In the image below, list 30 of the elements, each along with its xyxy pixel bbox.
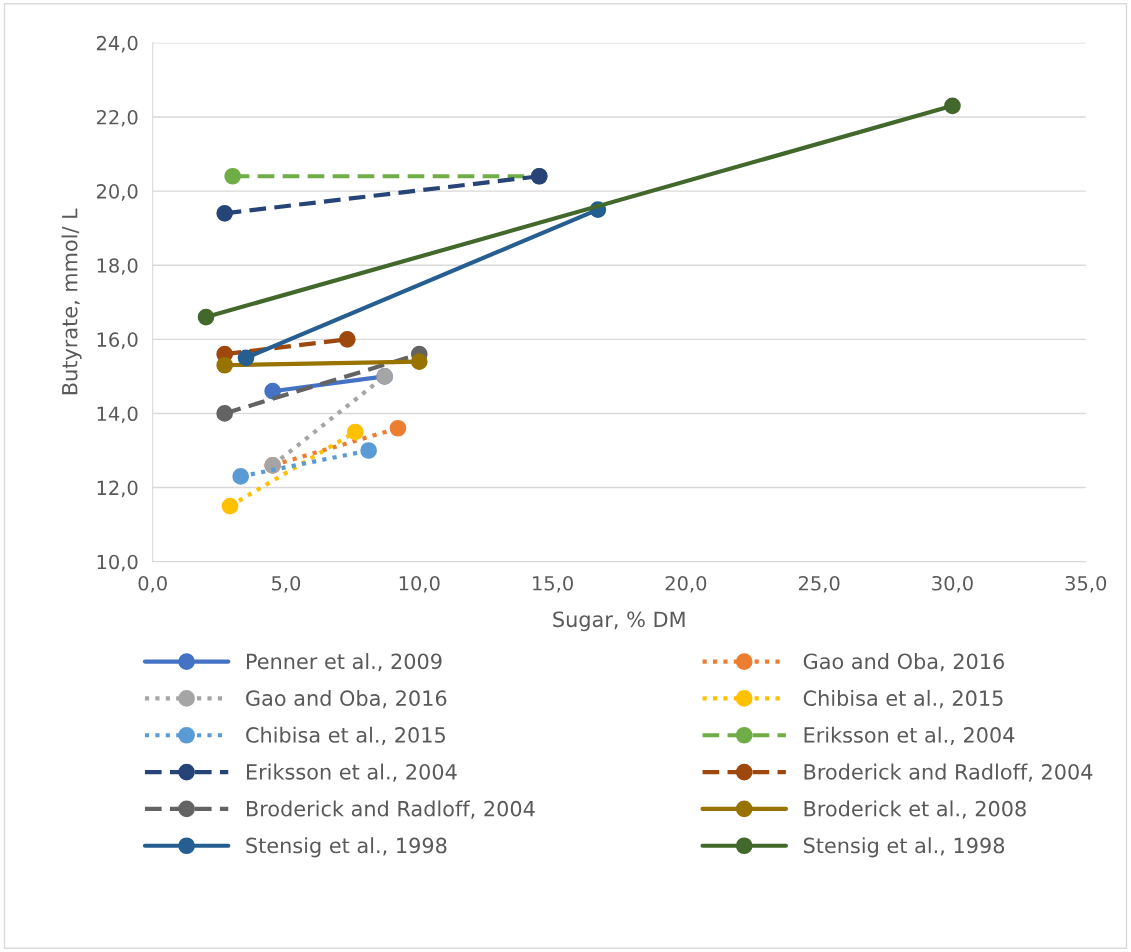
legend-label: Gao and Oba, 2016	[803, 653, 1004, 672]
x-axis-title: Sugar, % DM	[553, 611, 685, 632]
y-axis-title: Butyrate, mmol/ L	[61, 208, 82, 395]
legend-label: Broderick and Radloff, 2004	[246, 800, 535, 819]
legend-label: Gao and Oba, 2016	[246, 689, 447, 709]
legend-label: Broderick and Radloff, 2004	[804, 763, 1093, 782]
x-tick-label: 30,0	[932, 575, 973, 593]
y-tick-label: 24,0	[96, 35, 138, 53]
x-tick-label: 15,0	[533, 575, 573, 593]
y-tick-label: 12,0	[97, 480, 138, 498]
legend-label: Chibisa et al., 2015	[803, 689, 1003, 709]
legend-label: Stensig et al., 1998	[246, 837, 447, 858]
y-tick-label: 20,0	[96, 184, 138, 201]
y-tick-label: 22,0	[96, 109, 138, 127]
legend-label: Eriksson et al., 2004	[804, 726, 1015, 745]
x-tick-label: 5,0	[272, 575, 301, 593]
legend-label: Eriksson et al., 2004	[246, 763, 457, 782]
x-tick-label: 20,0	[665, 575, 707, 593]
y-tick-label: 18,0	[97, 258, 138, 275]
x-tick-label: 0,0	[138, 575, 167, 593]
x-tick-label: 10,0	[399, 575, 440, 593]
y-tick-label: 16,0	[97, 332, 138, 349]
legend-label: Broderick et al., 2008	[804, 800, 1026, 819]
x-tick-label: 25,0	[798, 575, 840, 593]
legend-label: Penner et al., 2009	[246, 653, 442, 672]
legend-label: Stensig et al., 1998	[803, 837, 1005, 858]
y-tick-label: 10,0	[97, 554, 138, 572]
legend-label: Chibisa et al., 2015	[246, 726, 445, 745]
y-tick-label: 14,0	[97, 406, 138, 424]
x-tick-label: 35,0	[1065, 575, 1107, 593]
